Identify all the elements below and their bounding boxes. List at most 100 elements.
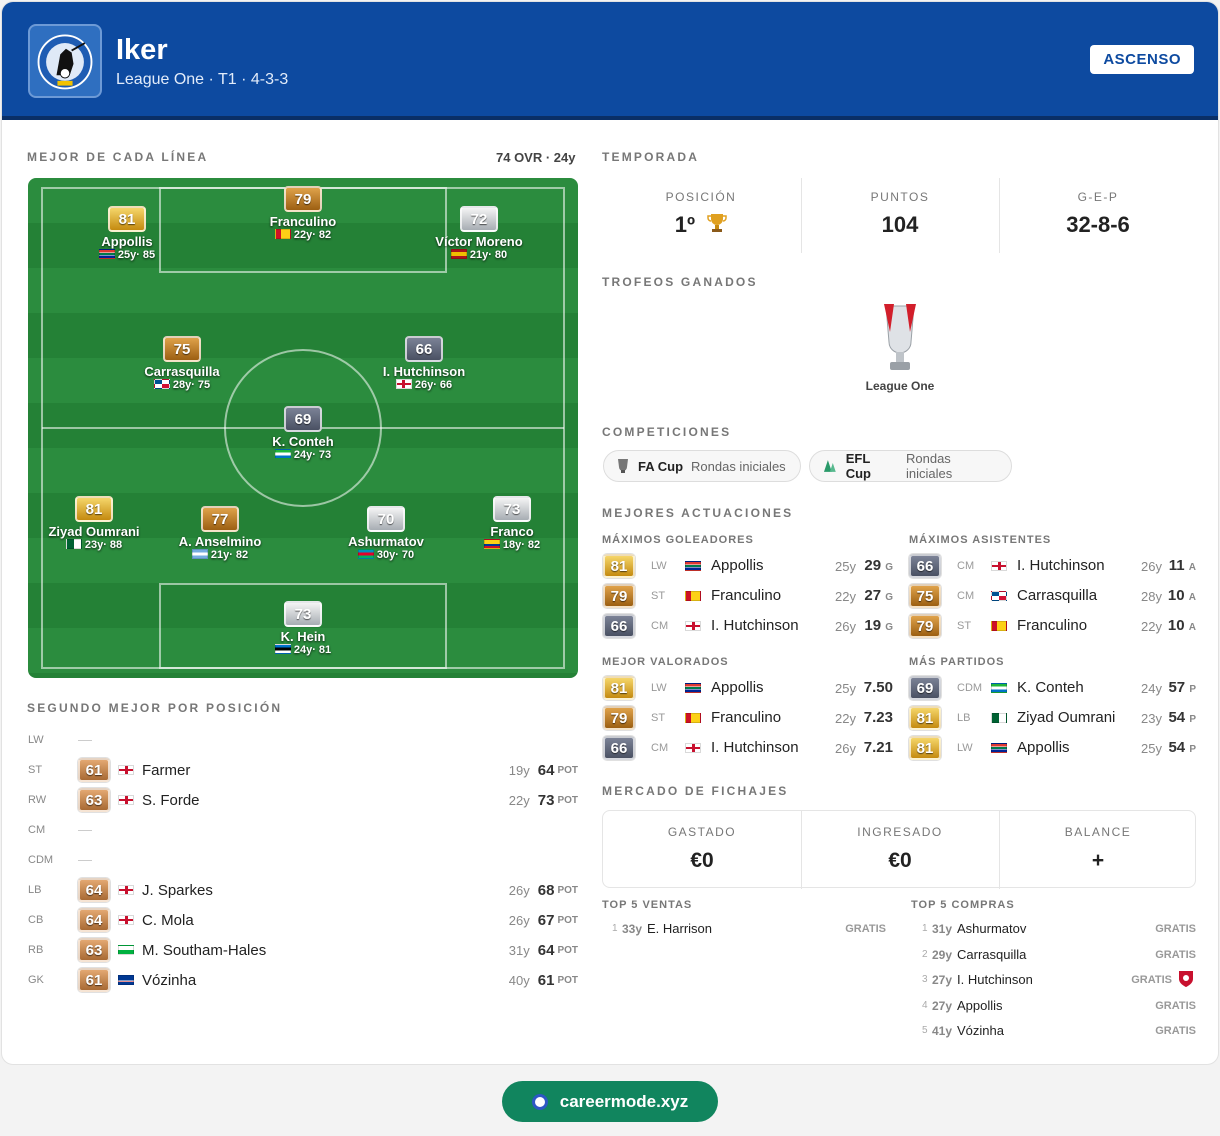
transfer-row[interactable]: 4 27y Appollis GRATIS xyxy=(912,996,1196,1020)
careermode-link-button[interactable]: careermode.xyz xyxy=(502,1081,718,1122)
club-shield-icon xyxy=(1178,970,1194,988)
stat-position: POSICIÓN 1º xyxy=(602,178,800,253)
player-rating-badge: 75 xyxy=(909,584,941,608)
stat-unit: A xyxy=(1188,622,1196,633)
player-name: Carrasquilla xyxy=(957,946,1027,962)
flag-icon xyxy=(191,549,208,559)
position-label: ST xyxy=(28,764,43,776)
fa-cup-icon xyxy=(618,459,628,473)
competition-name: EFL Cup xyxy=(845,451,871,481)
stat-unit: P xyxy=(1189,684,1196,695)
transfer-row[interactable]: 2 29y Carrasquilla GRATIS xyxy=(912,945,1196,969)
player-meta: 21y· 80 xyxy=(469,249,508,261)
second-best-row[interactable]: CB 64 C. Mola 26y 67 POT xyxy=(28,905,578,935)
second-best-row[interactable]: RW 63 S. Forde 22y 73 POT xyxy=(28,785,578,815)
player-meta: 24y· 73 xyxy=(293,449,332,461)
flag-icon xyxy=(991,713,1007,723)
player-position: CM xyxy=(957,560,975,572)
competition-name: FA Cup xyxy=(638,458,684,474)
sales-title: TOP 5 VENTAS xyxy=(602,899,693,911)
stat-value: 10 xyxy=(1167,617,1185,634)
competition-fa-cup[interactable]: FA Cup Rondas iniciales xyxy=(603,450,801,482)
flag-icon xyxy=(685,743,701,753)
pitch-player[interactable]: 81 Ziyad Oumrani 23y· 88 xyxy=(28,496,164,551)
spent-value: €0 xyxy=(690,849,714,872)
competition-efl-cup[interactable]: EFL Cup Rondas iniciales xyxy=(809,450,1012,482)
pitch-player[interactable]: 75 Carrasquilla 28y· 75 xyxy=(112,336,252,391)
scorers-row[interactable]: 66 CM I. Hutchinson 26y 19 G xyxy=(603,611,893,641)
team-ovr-summary: 74 OVR · 24y xyxy=(496,150,576,165)
market-title: MERCADO DE FICHAJES xyxy=(602,784,789,798)
assists-row[interactable]: 79 ST Franculino 22y 10 A xyxy=(909,611,1196,641)
player-name: K. Conteh xyxy=(272,434,334,449)
player-rating-badge: 63 xyxy=(78,788,110,812)
second-best-row[interactable]: ST 61 Farmer 19y 64 POT xyxy=(28,755,578,785)
player-age: 22y xyxy=(1141,619,1162,634)
points-value: 104 xyxy=(881,212,919,237)
scorers-row[interactable]: 79 ST Franculino 22y 27 G xyxy=(603,581,893,611)
player-name: Vózinha xyxy=(957,1023,1004,1038)
player-age: 22y xyxy=(835,589,856,604)
pitch-player[interactable]: 72 Víctor Moreno 21y· 80 xyxy=(409,206,549,261)
player-meta: 26y· 66 xyxy=(414,379,453,391)
pitch-player[interactable]: 73 K. Hein 24y· 81 xyxy=(233,601,373,656)
player-name: Carrasquilla xyxy=(144,364,220,379)
player-age: 33y xyxy=(622,922,643,936)
player-name: I. Hutchinson xyxy=(382,364,466,379)
player-age: 22y xyxy=(508,792,530,808)
player-name: E. Harrison xyxy=(647,921,713,936)
transfer-row[interactable]: 1 31y Ashurmatov GRATIS xyxy=(912,919,1196,943)
pitch-player[interactable]: 81 Appollis 25y· 85 xyxy=(57,206,197,261)
player-rating-badge: 66 xyxy=(603,614,635,638)
player-age: 27y xyxy=(932,998,953,1013)
rank: 3 xyxy=(922,974,928,985)
second-best-row[interactable]: RB 63 M. Southam-Hales 31y 64 POT xyxy=(28,935,578,965)
player-name: K. Hein xyxy=(280,629,326,644)
second-best-row[interactable]: LB 64 J. Sparkes 26y 68 POT xyxy=(28,875,578,905)
transfer-row[interactable]: 5 41y Vózinha GRATIS xyxy=(912,1021,1196,1045)
pitch-player[interactable]: 70 Ashurmatov 30y· 70 xyxy=(316,506,456,561)
transfer-row[interactable]: 1 33y E. Harrison GRATIS xyxy=(602,919,886,943)
flag-icon xyxy=(118,915,134,925)
assists-row[interactable]: 75 CM Carrasquilla 28y 10 A xyxy=(909,581,1196,611)
rated-row[interactable]: 81 LW Appollis 25y 7.50 xyxy=(603,673,893,703)
buys-title: TOP 5 COMPRAS xyxy=(911,899,1015,911)
pitch-player[interactable]: 77 A. Anselmino 21y· 82 xyxy=(150,506,290,561)
flag-icon xyxy=(685,561,701,571)
pitch-player[interactable]: 79 Franculino 22y· 82 xyxy=(233,186,373,241)
player-name: I. Hutchinson xyxy=(1017,557,1105,574)
apps-row[interactable]: 69 CDM K. Conteh 24y 57 P xyxy=(909,673,1196,703)
pitch-player[interactable]: 73 Franco 18y· 82 xyxy=(442,496,578,551)
player-rating-badge: 61 xyxy=(78,968,110,992)
transfer-row[interactable]: 3 27y I. Hutchinson GRATIS xyxy=(912,970,1196,994)
income-value: €0 xyxy=(888,849,912,872)
second-best-row[interactable]: GK 61 Vózinha 40y 61 POT xyxy=(28,965,578,995)
position-value: 1º xyxy=(674,212,696,237)
pot-unit: POT xyxy=(557,974,578,986)
rated-row[interactable]: 66 CM I. Hutchinson 26y 7.21 xyxy=(603,733,893,763)
player-meta: 28y· 75 xyxy=(172,379,211,391)
apps-row[interactable]: 81 LB Ziyad Oumrani 23y 54 P xyxy=(909,703,1196,733)
stat-unit: G xyxy=(885,622,893,633)
flag-icon xyxy=(118,945,134,955)
assists-row[interactable]: 66 CM I. Hutchinson 26y 11 A xyxy=(909,551,1196,581)
player-name: Ziyad Oumrani xyxy=(1017,709,1116,726)
player-age: 29y xyxy=(932,947,953,962)
points-label: PUNTOS xyxy=(870,190,930,204)
scorers-row[interactable]: 81 LW Appollis 25y 29 G xyxy=(603,551,893,581)
player-rating-badge: 79 xyxy=(284,186,322,212)
rated-row[interactable]: 79 ST Franculino 22y 7.23 xyxy=(603,703,893,733)
flag-icon xyxy=(685,621,701,631)
apps-row[interactable]: 81 LW Appollis 25y 54 P xyxy=(909,733,1196,763)
player-age: 24y xyxy=(1141,681,1162,696)
transfer-fee: GRATIS xyxy=(1155,948,1196,961)
player-age: 26y xyxy=(835,741,856,756)
pitch-player[interactable]: 69 K. Conteh 24y· 73 xyxy=(233,406,373,461)
player-rating-badge: 72 xyxy=(460,206,498,232)
player-name: I. Hutchinson xyxy=(957,972,1033,987)
second-best-title: SEGUNDO MEJOR POR POSICIÓN xyxy=(27,701,283,715)
pitch-player[interactable]: 66 I. Hutchinson 26y· 66 xyxy=(354,336,494,391)
second-best-row: CDM xyxy=(28,845,578,875)
flag-icon xyxy=(483,539,500,549)
player-rating-badge: 64 xyxy=(78,878,110,902)
